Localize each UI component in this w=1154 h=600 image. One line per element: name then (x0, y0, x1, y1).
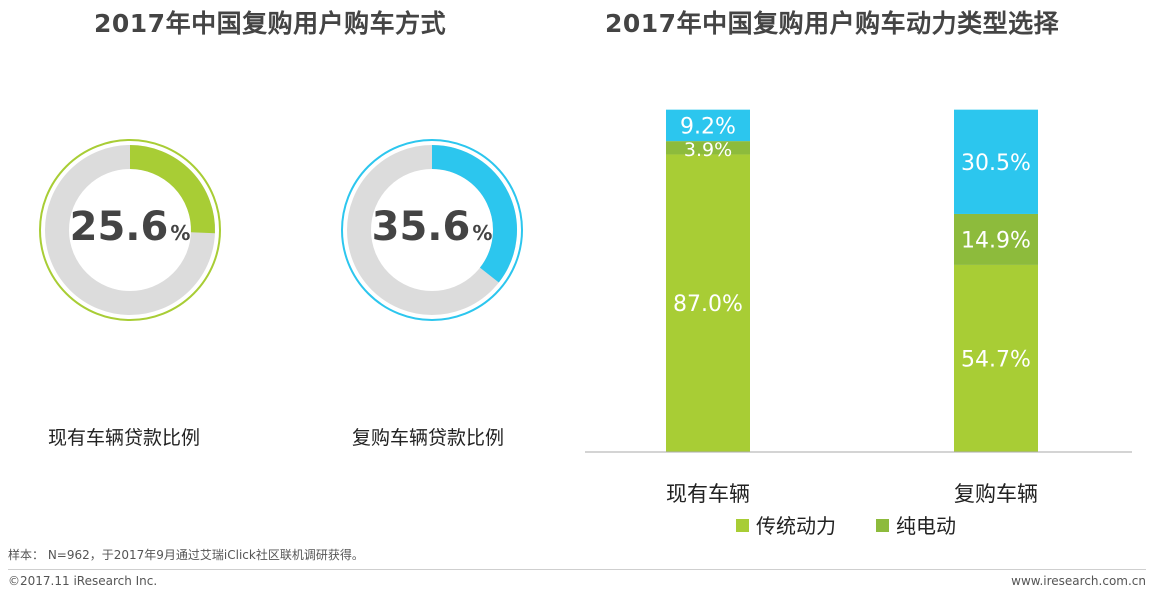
repurchase-vehicle-loan-donut: 35.6% (340, 138, 524, 322)
donut-value-number: 25.6 (69, 204, 169, 250)
current-vehicle-loan-donut: 25.6% (38, 138, 222, 322)
donut-value: 35.6% (340, 204, 524, 250)
bar-value-label: 3.9% (684, 139, 732, 161)
category-tick-label: 现有车辆 (666, 482, 750, 506)
bar-value-label: 30.5% (961, 151, 1031, 176)
bar-segment (954, 109, 1038, 214)
power-type-stacked-bar-chart: 87.0% 3.9%9.2% 现有车辆 54.7% 14.9% 30.5% 复购车辆传统动力… (585, 109, 1132, 538)
donut-value-arc (129, 145, 215, 234)
bar-segment (954, 213, 1038, 265)
donut-outer-ring (39, 139, 221, 321)
current-vehicle-loan-label: 现有车辆贷款比例 (48, 427, 201, 449)
donut-svg (341, 139, 523, 321)
category-tick-label: 复购车辆 (954, 482, 1038, 506)
copyright-text: ©2017.11 iResearch Inc. (8, 574, 158, 588)
legend-label: 纯电动 (896, 514, 956, 538)
footer-divider (8, 569, 1146, 570)
donut-value: 25.6% (38, 204, 222, 250)
sample-note: 样本： N=962，于2017年9月通过艾瑞iClick社区联机调研获得。 (8, 548, 364, 562)
bar-segment (666, 154, 750, 452)
bar-value-label: 87.0% (673, 292, 743, 317)
legend-swatch (736, 519, 749, 532)
bar-value-label: 9.2% (680, 114, 736, 139)
bar-value-label: 14.9% (961, 228, 1031, 253)
donut-value-unit: % (170, 221, 191, 245)
donut-value-unit: % (472, 221, 493, 245)
bar-segment (666, 109, 750, 142)
repurchase-vehicle-loan-label: 复购车辆贷款比例 (352, 427, 505, 449)
donut-outer-ring (341, 139, 523, 321)
left-chart-title: 2017年中国复购用户购车方式 (94, 9, 447, 38)
website-text: www.iresearch.com.cn (1011, 574, 1146, 588)
legend-label: 传统动力 (756, 514, 836, 538)
right-chart-title: 2017年中国复购用户购车动力类型选择 (605, 9, 1060, 38)
donut-svg (39, 139, 221, 321)
bar-segment (666, 141, 750, 155)
bar-value-label: 54.7% (961, 347, 1031, 372)
donut-value-arc (431, 145, 517, 283)
donut-value-number: 35.6 (371, 204, 471, 250)
legend-swatch (876, 519, 889, 532)
bar-segment (954, 264, 1038, 452)
